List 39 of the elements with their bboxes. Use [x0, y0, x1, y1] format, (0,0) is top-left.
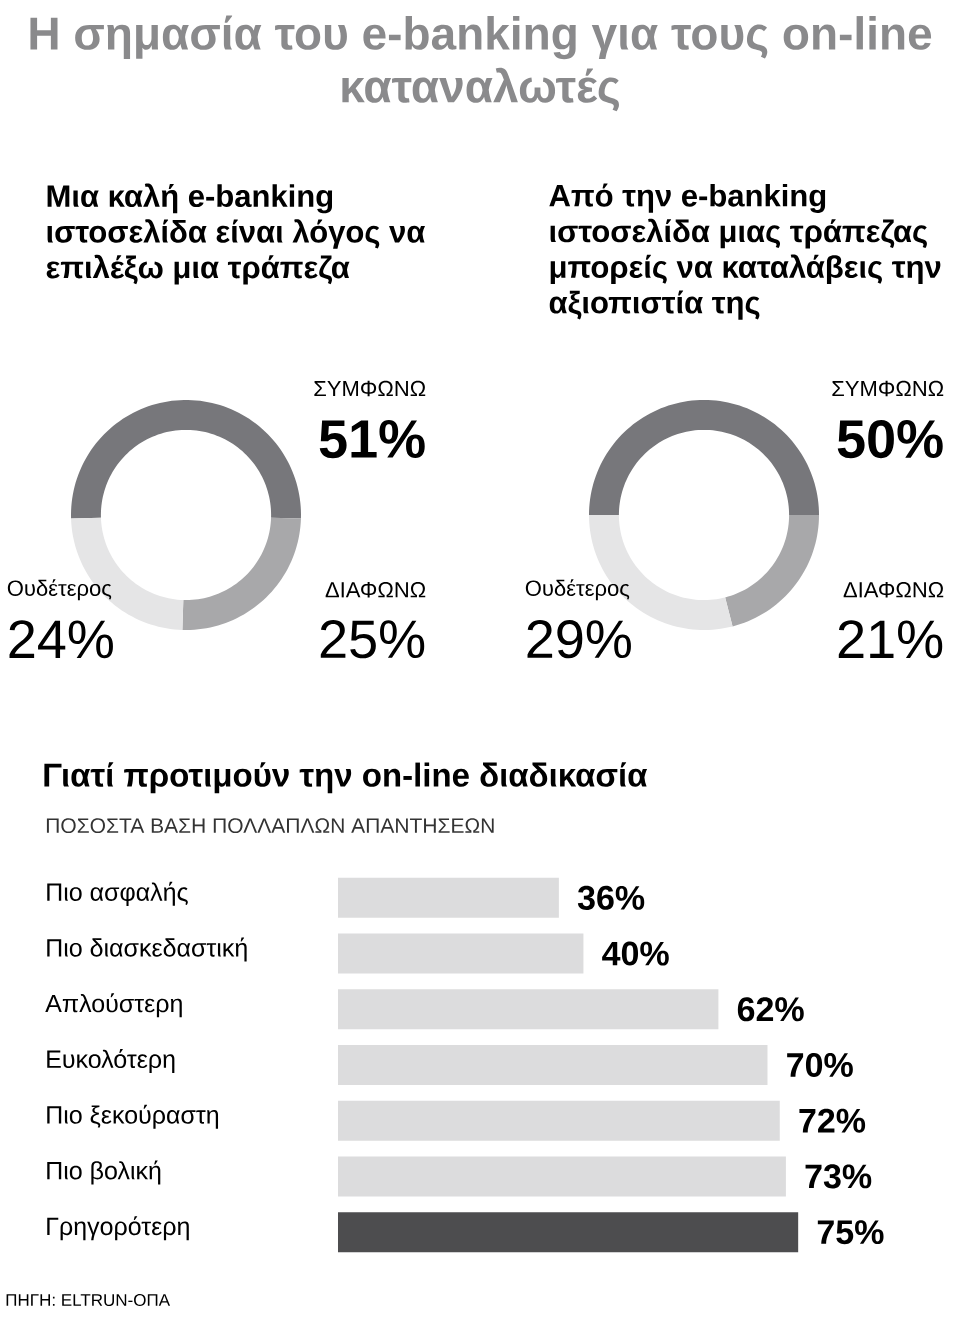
- data-label: 50%: [837, 419, 943, 459]
- y-tick-label: Πιο βολική: [47, 1160, 161, 1185]
- slice-label: ΣΥΜΦΩΝΩ: [832, 380, 944, 397]
- bar: [338, 1212, 799, 1253]
- chart-title: Η σημασία του e-banking για τους on-line καταναλωτές: [30, 15, 932, 112]
- bar: [338, 933, 584, 974]
- data-label: 72%: [799, 1108, 866, 1133]
- data-label: 73%: [805, 1164, 872, 1189]
- y-tick-label: Πιο διασκεδαστική: [47, 937, 247, 962]
- text: ΠΗΓΗ: ELTRUN-ΟΠΑ: [6, 1293, 171, 1307]
- slice-label: ΔΙΑΦΩΝΩ: [843, 581, 944, 598]
- slice-label: Ουδέτερος: [7, 579, 112, 601]
- data-label: 36%: [577, 885, 645, 910]
- y-tick-label: Απλούστερη: [45, 993, 182, 1018]
- bar: [338, 989, 719, 1030]
- data-label: 24%: [9, 620, 113, 659]
- slice-label: Ουδέτερος: [525, 579, 630, 601]
- bar: [338, 1045, 768, 1085]
- data-label: 25%: [320, 620, 425, 659]
- slice-label: ΣΥΜΦΩΝΩ: [314, 380, 426, 397]
- y-tick-label: Ευκολότερη: [47, 1048, 175, 1074]
- data-label: 70%: [787, 1052, 853, 1078]
- data-label: 75%: [817, 1220, 884, 1245]
- data-label: 62%: [737, 997, 804, 1022]
- chart-subtitle: Μια καλή e-banking ιστοσελίδα είναι λόγος να επιλέξω μια τράπεζα: [46, 183, 426, 285]
- data-label: 51%: [319, 420, 425, 459]
- bar: [338, 1156, 786, 1197]
- chart-subtitle: ΠΟΣΟΣΤΑ ΒΑΣΗ ΠΟΛΛΑΠΛΩΝ ΑΠΑΝΤΗΣΕΩΝ: [46, 818, 494, 834]
- bar: [338, 877, 559, 918]
- y-tick-label: Πιο ξεκούραστη: [47, 1104, 219, 1129]
- slice-label: ΔΙΑΦΩΝΩ: [325, 581, 426, 598]
- y-tick-label: Πιο ασφαλής: [47, 881, 188, 906]
- y-tick-label: Γρηγορότερη: [47, 1216, 189, 1241]
- data-label: 29%: [527, 620, 631, 659]
- chart-title: Από την e-banking ιστοσελίδα μιας τράπεζας μπορείς να καταλάβεις την αξιοπιστία της: [549, 183, 941, 320]
- data-label: 21%: [838, 620, 943, 659]
- data-label: 40%: [602, 941, 669, 966]
- bar: [338, 1100, 780, 1141]
- chart-title: Γιατί προτιμούν την on-line διαδικασία: [44, 762, 648, 794]
